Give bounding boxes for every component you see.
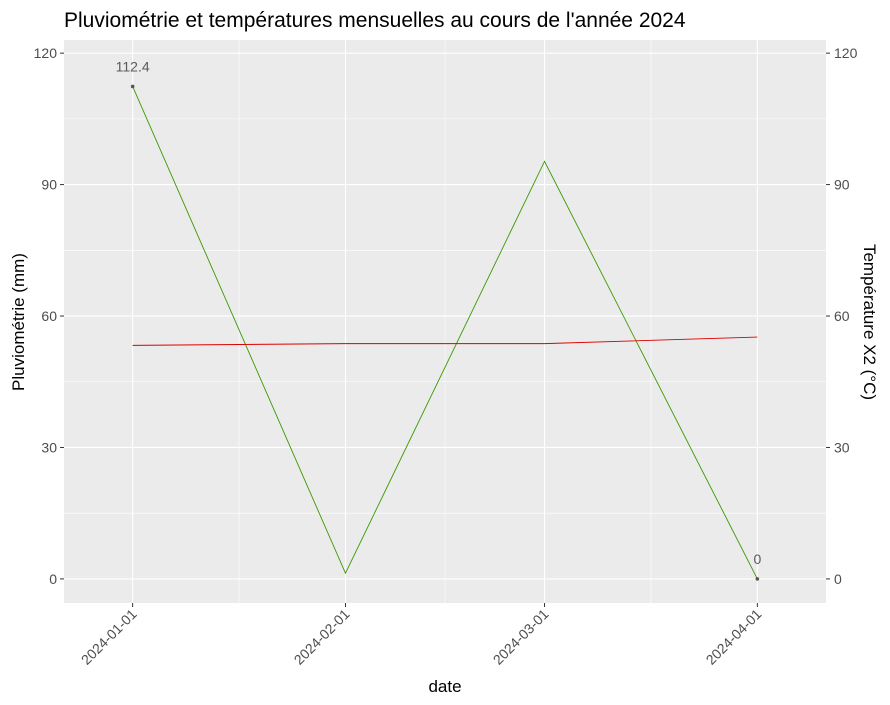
y-tick-label-right: 30 — [834, 439, 850, 455]
y-axis-right: 0 30 60 90 120 — [826, 45, 858, 587]
y-tick-label-left: 60 — [41, 308, 57, 324]
series-layer — [132, 86, 758, 580]
major-gridlines — [64, 40, 826, 603]
x-tick-label: 2024-04-01 — [703, 606, 765, 668]
y-axis-title-left: Pluviométrie (mm) — [9, 253, 28, 391]
y-tick-label-right: 90 — [834, 177, 850, 193]
y-tick-label-left: 30 — [41, 439, 57, 455]
minor-gridlines — [64, 40, 826, 603]
y-axis-left: 0 30 60 90 120 — [34, 45, 64, 587]
point-labels: 112.40 — [116, 58, 762, 566]
x-axis-title: date — [428, 677, 461, 696]
y-tick-label-right: 120 — [834, 45, 858, 61]
y-axis-title-right: Température X2 (°C) — [860, 244, 879, 400]
y-tick-label-left: 120 — [34, 45, 58, 61]
chart-title: Pluviométrie et températures mensuelles … — [64, 9, 686, 32]
data-point — [130, 84, 135, 89]
data-point — [755, 577, 760, 581]
series-line-1 — [132, 86, 758, 580]
point-label: 112.4 — [116, 58, 150, 74]
y-tick-label-right: 60 — [834, 308, 850, 324]
point-label: 0 — [753, 551, 761, 567]
x-tick-label: 2024-02-01 — [291, 606, 353, 668]
x-tick-label: 2024-03-01 — [490, 606, 552, 668]
x-axis: 2024-01-01 2024-02-01 2024-03-01 2024-04-01 — [78, 603, 765, 668]
y-tick-label-right: 0 — [834, 571, 842, 587]
y-tick-label-left: 0 — [49, 571, 57, 587]
y-tick-label-left: 90 — [41, 177, 57, 193]
series-line-2 — [132, 336, 758, 346]
points-layer — [130, 84, 760, 581]
x-tick-label: 2024-01-01 — [78, 606, 140, 668]
